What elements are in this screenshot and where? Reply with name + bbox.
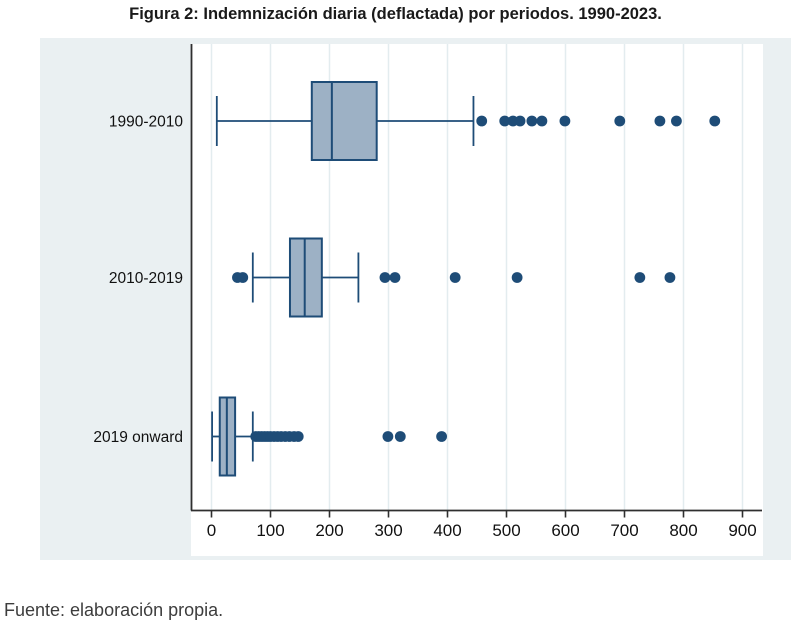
outlier-dot [526, 115, 538, 127]
x-tick-label: 400 [433, 521, 461, 540]
box [288, 237, 323, 318]
x-tick-label: 300 [374, 521, 402, 540]
x-tick-label: 800 [669, 521, 697, 540]
box [310, 81, 378, 161]
category-label: 2010-2019 [109, 270, 183, 287]
outlier-dot [394, 431, 406, 442]
outlier-dot [292, 431, 304, 442]
outlier-dot [664, 272, 676, 283]
figure-title: Figura 2: Indemnización diaria (deflacta… [129, 5, 662, 23]
outlier-dot [379, 272, 391, 283]
x-tick-label: 200 [315, 521, 343, 540]
x-tick-label: 500 [492, 521, 520, 540]
outlier-dot [614, 115, 626, 127]
outlier-dot [559, 115, 571, 127]
outlier-dot [671, 115, 682, 127]
x-tick-label: 600 [551, 521, 579, 540]
outlier-dot [499, 115, 511, 127]
outlier-dot [536, 115, 548, 127]
x-tick-label: 700 [610, 521, 638, 540]
outlier-dot [511, 272, 523, 283]
source-note: Fuente: elaboración propia. [4, 600, 224, 620]
category-label: 1990-2010 [109, 114, 184, 131]
outlier-dot [237, 272, 249, 283]
x-tick-label: 100 [256, 521, 284, 540]
outlier-dot [382, 431, 394, 442]
outlier-dot [634, 272, 646, 283]
x-tick-label: 0 [207, 521, 216, 540]
plot-area [191, 44, 763, 556]
outlier-dot [449, 272, 461, 283]
outlier-dot [436, 431, 447, 442]
x-tick-label: 900 [728, 521, 756, 540]
outlier-dot [709, 115, 721, 127]
outlier-dot [476, 115, 488, 127]
outlier-dot [654, 115, 666, 127]
outlier-dot [389, 272, 401, 283]
outlier-dot [514, 115, 526, 127]
category-label: 2019 onward [93, 429, 183, 446]
